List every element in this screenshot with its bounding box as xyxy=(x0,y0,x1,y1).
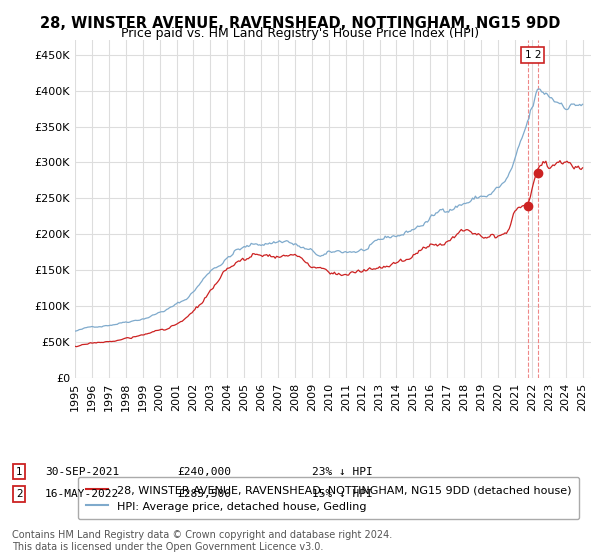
Legend: 28, WINSTER AVENUE, RAVENSHEAD, NOTTINGHAM, NG15 9DD (detached house), HPI: Aver: 28, WINSTER AVENUE, RAVENSHEAD, NOTTINGH… xyxy=(78,477,579,519)
Text: Price paid vs. HM Land Registry's House Price Index (HPI): Price paid vs. HM Land Registry's House … xyxy=(121,27,479,40)
Text: 1: 1 xyxy=(16,466,23,477)
Text: £240,000: £240,000 xyxy=(177,466,231,477)
Text: 28, WINSTER AVENUE, RAVENSHEAD, NOTTINGHAM, NG15 9DD: 28, WINSTER AVENUE, RAVENSHEAD, NOTTINGH… xyxy=(40,16,560,31)
Text: 15% ↓ HPI: 15% ↓ HPI xyxy=(312,489,373,499)
Text: 16-MAY-2022: 16-MAY-2022 xyxy=(45,489,119,499)
Text: 1 2: 1 2 xyxy=(524,50,541,60)
Text: Contains HM Land Registry data © Crown copyright and database right 2024.
This d: Contains HM Land Registry data © Crown c… xyxy=(12,530,392,552)
Text: £285,500: £285,500 xyxy=(177,489,231,499)
Text: 23% ↓ HPI: 23% ↓ HPI xyxy=(312,466,373,477)
Text: 30-SEP-2021: 30-SEP-2021 xyxy=(45,466,119,477)
Text: 2: 2 xyxy=(16,489,23,499)
